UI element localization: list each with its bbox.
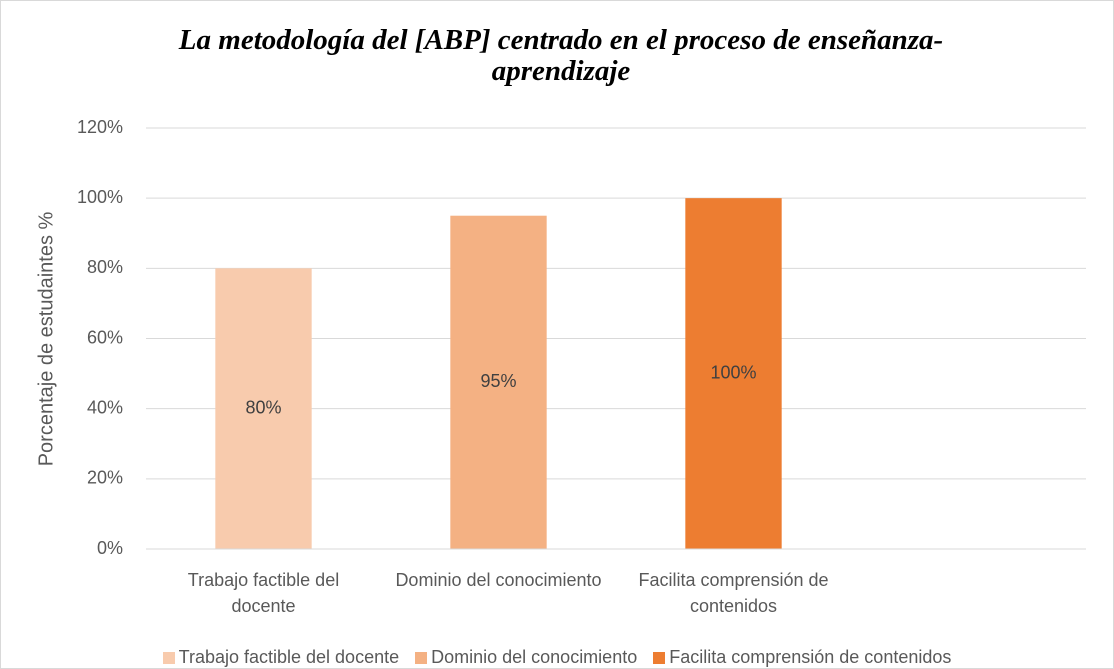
bar: [215, 268, 312, 549]
x-tick-label: Trabajo factible del docente: [187, 570, 340, 616]
legend: Trabajo factible del docente Dominio del …: [1, 647, 1113, 668]
y-axis-label: Porcentaje de estudaintes %: [35, 211, 57, 466]
x-tick-label: Facilita comprensión de contenidos: [638, 570, 829, 616]
chart-title: La metodología del [ABP] centrado en el …: [178, 24, 944, 87]
data-label: 80%: [245, 397, 281, 417]
bar: [450, 215, 547, 550]
legend-swatch: [653, 651, 666, 664]
legend-item: Trabajo factible del docente: [162, 647, 400, 668]
legend-label: Dominio del conocimiento: [431, 647, 638, 667]
legend-item: Facilita comprensión de contenidos: [653, 647, 951, 668]
y-tick-label: 20%: [87, 468, 123, 488]
x-tick-label: Dominio del conocimiento: [395, 570, 602, 590]
y-tick-label: 100%: [77, 187, 123, 207]
y-tick-label: 0%: [97, 538, 123, 558]
legend-swatch: [162, 651, 175, 664]
bar: [685, 198, 782, 549]
y-tick-label: 120%: [77, 117, 123, 137]
legend-swatch: [415, 651, 428, 664]
data-label: 100%: [710, 362, 756, 382]
legend-label: Trabajo factible del docente: [178, 647, 400, 667]
data-label: 95%: [480, 371, 516, 391]
y-tick-label: 80%: [87, 257, 123, 277]
legend-item: Dominio del conocimiento: [415, 647, 637, 668]
legend-label: Facilita comprensión de contenidos: [669, 647, 952, 667]
y-tick-label: 60%: [87, 327, 123, 347]
y-tick-label: 40%: [87, 397, 123, 417]
